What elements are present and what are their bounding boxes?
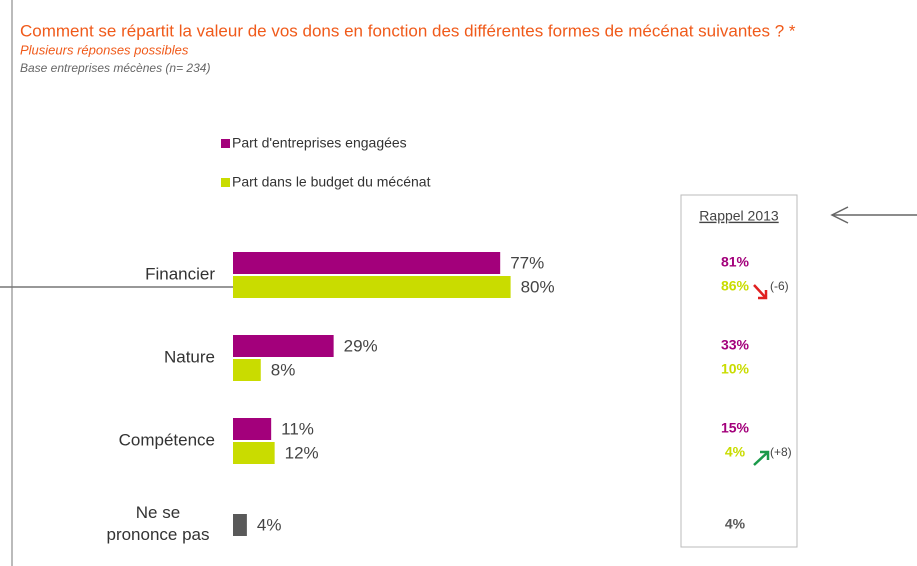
legend-swatch [221,178,230,187]
bar [233,252,501,274]
recall-value: 33% [721,337,750,353]
value-label: 4% [257,515,282,534]
y-tick-label: Compétence [119,430,215,449]
chart-title: Comment se répartit la valeur de vos don… [20,21,796,40]
y-tick-label: Financier [145,264,215,283]
recall-change: (+8) [770,445,792,459]
recall-change: (-6) [770,279,789,293]
value-label: 12% [285,443,319,462]
value-label: 80% [521,277,555,296]
value-label: 29% [344,336,378,355]
recall-value: 4% [725,516,746,532]
y-tick-label: Ne se prononce pas [106,503,209,544]
y-tick-label: Nature [164,347,215,366]
recall-title: Rappel 2013 [699,208,779,224]
legend-swatch [221,139,230,148]
bar [233,335,334,357]
value-label: 77% [510,253,544,272]
trend-down [753,284,768,300]
recall-value: 10% [721,361,750,377]
bar [233,276,511,298]
value-label: 8% [271,360,296,379]
trend-up [753,450,770,466]
recall-box [680,194,798,548]
bar [233,442,275,464]
recall-value: 4% [725,444,746,460]
bar [233,514,247,536]
subtitle: Plusieurs réponses possibles [20,42,189,57]
recall-value: 15% [721,420,750,436]
arrow-left [830,206,917,224]
recall-value: 86% [721,278,750,294]
legend-label: Part d'entreprises engagées [232,135,407,151]
note: Base entreprises mécènes (n= 234) [20,61,210,75]
bar [233,359,261,381]
recall-value: 81% [721,254,750,270]
bar [233,418,272,440]
value-label: 11% [281,419,314,438]
legend-label: Part dans le budget du mécénat [232,174,431,190]
